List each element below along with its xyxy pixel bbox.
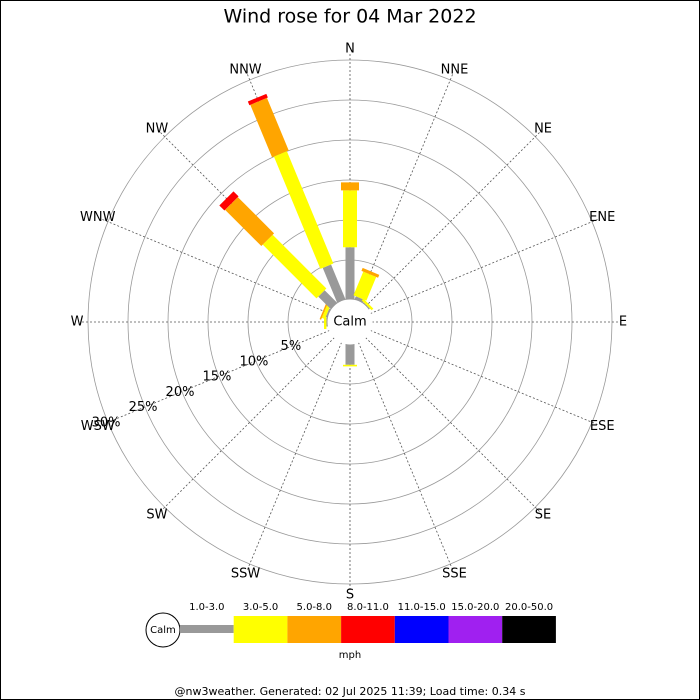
spoke	[100, 330, 330, 426]
direction-label: NNE	[441, 62, 469, 77]
spoke	[246, 342, 342, 572]
legend-swatch	[394, 616, 449, 643]
direction-label: SE	[535, 508, 551, 523]
legend-label: 5.0-8.0	[297, 602, 332, 613]
direction-label: ESE	[590, 419, 615, 434]
direction-label: ENE	[589, 210, 615, 225]
bar-segment	[361, 298, 374, 311]
direction-label: WSW	[81, 419, 115, 434]
bar-segment	[322, 264, 346, 304]
legend-label: 15.0-20.0	[451, 602, 499, 613]
legend-swatch	[448, 616, 503, 643]
bar-segment	[354, 296, 365, 304]
bar-segment	[247, 93, 268, 106]
spoke	[358, 72, 454, 302]
bar-segment	[321, 304, 331, 320]
direction-label: E	[619, 315, 627, 330]
bar-segment	[225, 197, 275, 247]
spoke	[100, 218, 330, 314]
spoke	[365, 337, 542, 514]
legend-label: 8.0-11.0	[347, 602, 389, 613]
direction-label: SSW	[231, 567, 261, 582]
legend-swatch	[341, 616, 395, 643]
r-tick-label: 10%	[239, 354, 268, 369]
bar-segment	[361, 267, 380, 278]
bar-segment	[273, 151, 334, 269]
calm-circle	[327, 299, 373, 345]
spoke	[358, 342, 454, 572]
direction-label: WNW	[80, 210, 116, 225]
legend-swatch	[233, 616, 288, 643]
spoke	[370, 330, 600, 426]
legend-label: 1.0-3.0	[189, 602, 224, 613]
direction-label: S	[346, 588, 354, 603]
r-tick-label: 20%	[166, 385, 195, 400]
chart-title: Wind rose for 04 Mar 2022	[223, 6, 476, 28]
calm-label: Calm	[333, 315, 366, 330]
footer: @nw3weather. Generated: 02 Jul 2025 11:3…	[175, 685, 526, 698]
legend-swatch	[287, 616, 342, 643]
r-tick-label: 5%	[281, 339, 302, 354]
spoke	[158, 337, 335, 514]
legend-label: 11.0-15.0	[398, 602, 446, 613]
bar-segment	[318, 290, 338, 310]
bar-segment	[262, 234, 327, 299]
direction-label: N	[345, 42, 355, 57]
spoke	[370, 218, 600, 314]
r-tick-label: 25%	[129, 400, 158, 415]
legend-unit: mph	[339, 650, 361, 661]
direction-label: SW	[146, 508, 167, 523]
legend-swatch	[180, 625, 234, 633]
bar-segment	[353, 271, 377, 301]
direction-label: NE	[534, 121, 552, 136]
bar-segment	[250, 97, 289, 158]
legend-calm-label: Calm	[150, 625, 176, 636]
r-tick-label: 15%	[203, 370, 232, 385]
r-tick-label: 30%	[92, 416, 121, 431]
spoke	[365, 130, 542, 307]
direction-label: W	[71, 315, 84, 330]
legend-swatch	[502, 616, 556, 643]
bar-segment	[219, 191, 239, 211]
direction-label: NW	[146, 121, 169, 136]
bar-segment	[319, 302, 328, 320]
direction-label: NNW	[229, 62, 261, 77]
direction-label: SSE	[442, 567, 467, 582]
legend-label: 3.0-5.0	[243, 602, 278, 613]
legend-label: 20.0-50.0	[505, 602, 553, 613]
